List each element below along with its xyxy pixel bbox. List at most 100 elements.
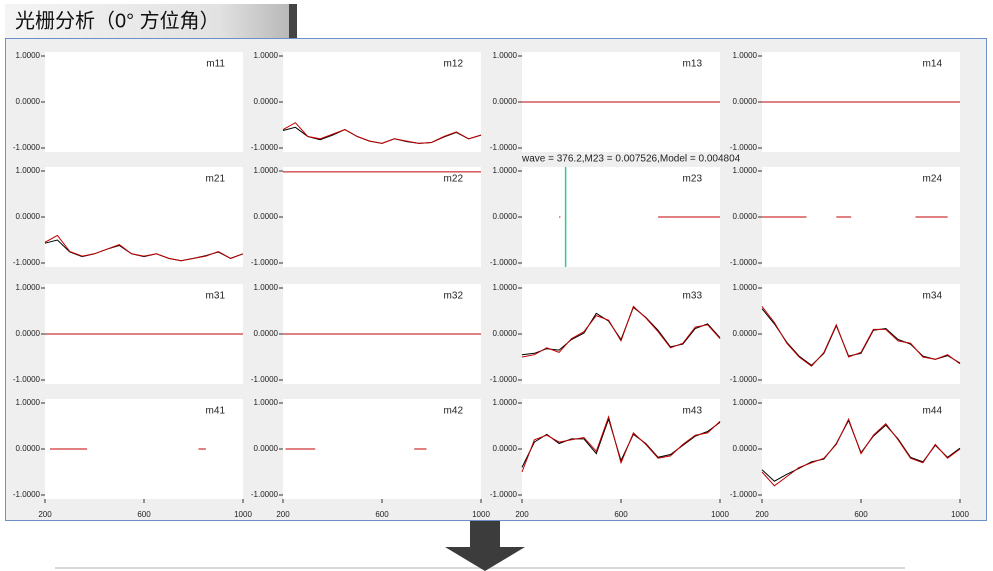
plot-title: m24 <box>923 174 943 185</box>
y-tick-label: -1.0000 <box>730 143 758 152</box>
y-tick-label: -1.0000 <box>730 375 758 384</box>
x-tick-label: 600 <box>854 510 868 519</box>
x-tick-label: 600 <box>614 510 628 519</box>
x-tick-label: 200 <box>515 510 529 519</box>
y-tick-label: 0.0000 <box>493 212 518 221</box>
plot-area <box>283 399 481 499</box>
data-line <box>761 308 961 366</box>
y-tick-label: 1.0000 <box>493 283 518 292</box>
x-tick-label: 1000 <box>711 510 729 519</box>
plot-title: m34 <box>923 291 943 302</box>
plot-title: m13 <box>683 59 703 70</box>
plot-title: m22 <box>444 174 464 185</box>
y-tick-label: 0.0000 <box>493 329 518 338</box>
y-tick-label: 0.0000 <box>733 329 758 338</box>
x-tick-label: 1000 <box>472 510 490 519</box>
y-tick-label: -1.0000 <box>13 375 41 384</box>
y-tick-label: 1.0000 <box>493 166 518 175</box>
plot-title: m42 <box>444 406 464 417</box>
y-tick-label: 0.0000 <box>254 329 279 338</box>
y-tick-label: -1.0000 <box>490 375 518 384</box>
plot-title: m44 <box>923 406 943 417</box>
y-tick-label: 0.0000 <box>733 97 758 106</box>
header-title: 光栅分析（0° 方位角） <box>15 9 220 32</box>
y-tick-label: -1.0000 <box>13 143 41 152</box>
plot-title: m23 <box>683 174 703 185</box>
y-tick-label: 1.0000 <box>254 398 279 407</box>
data-line <box>761 306 961 367</box>
header-tab-edge <box>289 4 297 38</box>
y-tick-label: 0.0000 <box>733 212 758 221</box>
data-line <box>44 234 244 262</box>
y-tick-label: 1.0000 <box>16 51 41 60</box>
data-line <box>282 122 482 144</box>
plot-title: m33 <box>683 291 703 302</box>
y-tick-label: -1.0000 <box>490 143 518 152</box>
y-tick-label: 1.0000 <box>733 398 758 407</box>
plot-title: m32 <box>444 291 464 302</box>
x-tick-label: 200 <box>755 510 769 519</box>
y-tick-label: 0.0000 <box>16 444 41 453</box>
y-tick-label: 1.0000 <box>493 398 518 407</box>
plot-area <box>283 167 481 267</box>
y-tick-label: 0.0000 <box>254 97 279 106</box>
y-tick-label: 0.0000 <box>16 97 41 106</box>
plot-title: m31 <box>206 291 226 302</box>
y-tick-label: 1.0000 <box>733 166 758 175</box>
y-tick-label: -1.0000 <box>490 258 518 267</box>
y-tick-label: 1.0000 <box>254 51 279 60</box>
plot-area <box>522 284 720 384</box>
y-tick-label: -1.0000 <box>251 258 279 267</box>
y-tick-label: 1.0000 <box>733 283 758 292</box>
x-tick-label: 200 <box>38 510 52 519</box>
y-tick-label: 1.0000 <box>254 166 279 175</box>
y-tick-label: -1.0000 <box>13 258 41 267</box>
plot-area <box>45 52 243 152</box>
y-tick-label: 0.0000 <box>493 97 518 106</box>
plot-title: m11 <box>206 59 225 70</box>
y-tick-label: 1.0000 <box>16 398 41 407</box>
y-tick-label: -1.0000 <box>730 258 758 267</box>
x-tick-label: 200 <box>276 510 290 519</box>
plot-title: m14 <box>923 59 943 70</box>
plot-grid: m11 1.0000 0.0000 -1.0000 m12 1.0000 0.0000 -1.… <box>13 51 970 519</box>
y-tick-label: 0.0000 <box>254 444 279 453</box>
down-arrow <box>445 521 525 571</box>
y-tick-label: -1.0000 <box>251 490 279 499</box>
x-tick-label: 600 <box>375 510 389 519</box>
x-tick-label: 1000 <box>234 510 252 519</box>
plot-area <box>762 399 960 499</box>
y-tick-label: 1.0000 <box>16 166 41 175</box>
y-tick-label: 0.0000 <box>493 444 518 453</box>
header-tab <box>5 4 290 38</box>
y-tick-label: 1.0000 <box>493 51 518 60</box>
annotation: wave = 376.2,M23 = 0.007526,Model = 0.00… <box>521 154 741 165</box>
y-tick-label: 1.0000 <box>733 51 758 60</box>
data-line <box>761 417 961 487</box>
data-line <box>521 415 721 473</box>
x-tick-label: 600 <box>137 510 151 519</box>
plot-title: m12 <box>444 59 464 70</box>
y-tick-label: 1.0000 <box>254 283 279 292</box>
y-tick-label: -1.0000 <box>13 490 41 499</box>
y-tick-label: 1.0000 <box>16 283 41 292</box>
data-line <box>521 305 721 358</box>
plot-area <box>522 399 720 499</box>
y-tick-label: 0.0000 <box>733 444 758 453</box>
y-tick-label: -1.0000 <box>251 143 279 152</box>
y-tick-label: 0.0000 <box>16 212 41 221</box>
plot-title: m41 <box>206 406 226 417</box>
y-tick-label: 0.0000 <box>16 329 41 338</box>
plot-area <box>45 167 243 267</box>
y-tick-label: 0.0000 <box>254 212 279 221</box>
y-tick-label: -1.0000 <box>730 490 758 499</box>
plot-title: m43 <box>683 406 703 417</box>
plot-area <box>762 284 960 384</box>
x-tick-label: 1000 <box>951 510 969 519</box>
y-tick-label: -1.0000 <box>490 490 518 499</box>
plot-title: m21 <box>206 174 226 185</box>
data-line <box>521 417 721 468</box>
y-tick-label: -1.0000 <box>251 375 279 384</box>
